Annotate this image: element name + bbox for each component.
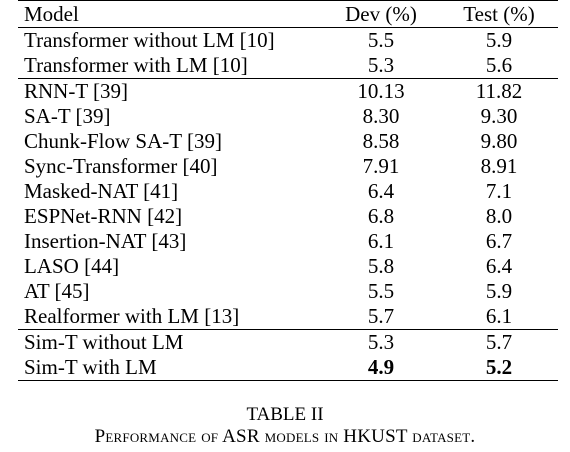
- table-row: Sim-T with LM 4.9 5.2: [18, 355, 558, 381]
- table-row: Masked-NAT [41] 6.4 7.1: [18, 179, 558, 204]
- model-cell: RNN-T [39]: [18, 78, 322, 104]
- table-row: LASO [44] 5.8 6.4: [18, 254, 558, 279]
- model-cell: Transformer without LM [10]: [24, 28, 275, 52]
- dev-cell: 8.30: [362, 104, 400, 128]
- table-row: RNN-T [39] 10.13 11.82: [18, 78, 558, 104]
- table-row: ESPNet-RNN [42] 6.8 8.0: [18, 204, 558, 229]
- model-cell: Sim-T without LM: [18, 329, 322, 355]
- test-cell: 5.7: [439, 329, 558, 355]
- dev-cell: 6.8: [367, 204, 395, 228]
- table-row: Realformer with LM [13] 5.7 6.1: [18, 304, 558, 330]
- caption-description: Performance of ASR models in HKUST datas…: [94, 426, 476, 447]
- test-cell: 6.4: [485, 254, 513, 278]
- model-cell: AT [45]: [24, 279, 90, 303]
- dev-cell: 8.58: [362, 129, 400, 153]
- dev-cell: 6.4: [367, 179, 395, 203]
- table-row: Transformer without LM [10] 5.5 5.9: [18, 28, 558, 54]
- test-cell: 9.80: [480, 129, 518, 153]
- test-cell: 5.6: [485, 53, 513, 77]
- model-cell: Chunk-Flow SA-T [39]: [24, 129, 222, 153]
- model-cell: Realformer with LM [13]: [24, 304, 240, 328]
- caption-title: TABLE II: [246, 404, 324, 425]
- table-header-row: Model Dev (%) Test (%): [18, 0, 558, 28]
- dev-cell: 5.3: [367, 53, 395, 77]
- table-row: Transformer with LM [10] 5.3 5.6: [18, 53, 558, 79]
- test-cell: 5.9: [485, 279, 513, 303]
- results-table: Model Dev (%) Test (%) Transformer witho…: [18, 0, 558, 381]
- test-cell: 11.82: [439, 78, 558, 104]
- model-cell: Insertion-NAT [43]: [24, 229, 187, 253]
- table-row: SA-T [39] 8.30 9.30: [18, 104, 558, 129]
- model-cell: Masked-NAT [41]: [24, 179, 179, 203]
- model-cell: LASO [44]: [24, 254, 120, 278]
- test-cell: 5.9: [485, 28, 513, 52]
- dev-cell: 5.8: [367, 254, 395, 278]
- model-cell: SA-T [39]: [24, 104, 111, 128]
- table-row: AT [45] 5.5 5.9: [18, 279, 558, 304]
- test-cell: 9.30: [480, 104, 518, 128]
- table-row: Sync-Transformer [40] 7.91 8.91: [18, 154, 558, 179]
- dev-cell: 10.13: [321, 78, 440, 104]
- test-cell-best: 5.2: [485, 355, 513, 379]
- test-cell: 6.1: [485, 304, 513, 328]
- dev-cell: 6.1: [367, 229, 395, 253]
- dev-cell: 7.91: [362, 154, 400, 178]
- dev-cell: 5.5: [367, 279, 395, 303]
- dev-cell: 5.3: [321, 329, 440, 355]
- dev-cell-best: 4.9: [367, 355, 395, 379]
- table-row: Sim-T without LM 5.3 5.7: [18, 329, 558, 355]
- model-cell: Sim-T with LM: [24, 355, 157, 379]
- header-dev: Dev (%): [321, 0, 440, 28]
- test-cell: 6.7: [485, 229, 513, 253]
- dev-cell: 5.5: [367, 28, 395, 52]
- model-cell: ESPNet-RNN [42]: [24, 204, 183, 228]
- test-cell: 7.1: [485, 179, 513, 203]
- header-model: Model: [18, 0, 322, 28]
- table-caption: TABLE II Performance of ASR models in HK…: [0, 404, 570, 448]
- table-row: Insertion-NAT [43] 6.1 6.7: [18, 229, 558, 254]
- test-cell: 8.0: [485, 204, 513, 228]
- model-cell: Transformer with LM [10]: [24, 53, 248, 77]
- model-cell: Sync-Transformer [40]: [24, 154, 218, 178]
- table-row: Chunk-Flow SA-T [39] 8.58 9.80: [18, 129, 558, 154]
- results-table-container: Model Dev (%) Test (%) Transformer witho…: [18, 0, 558, 381]
- test-cell: 8.91: [480, 154, 518, 178]
- header-test: Test (%): [439, 0, 558, 28]
- dev-cell: 5.7: [367, 304, 395, 328]
